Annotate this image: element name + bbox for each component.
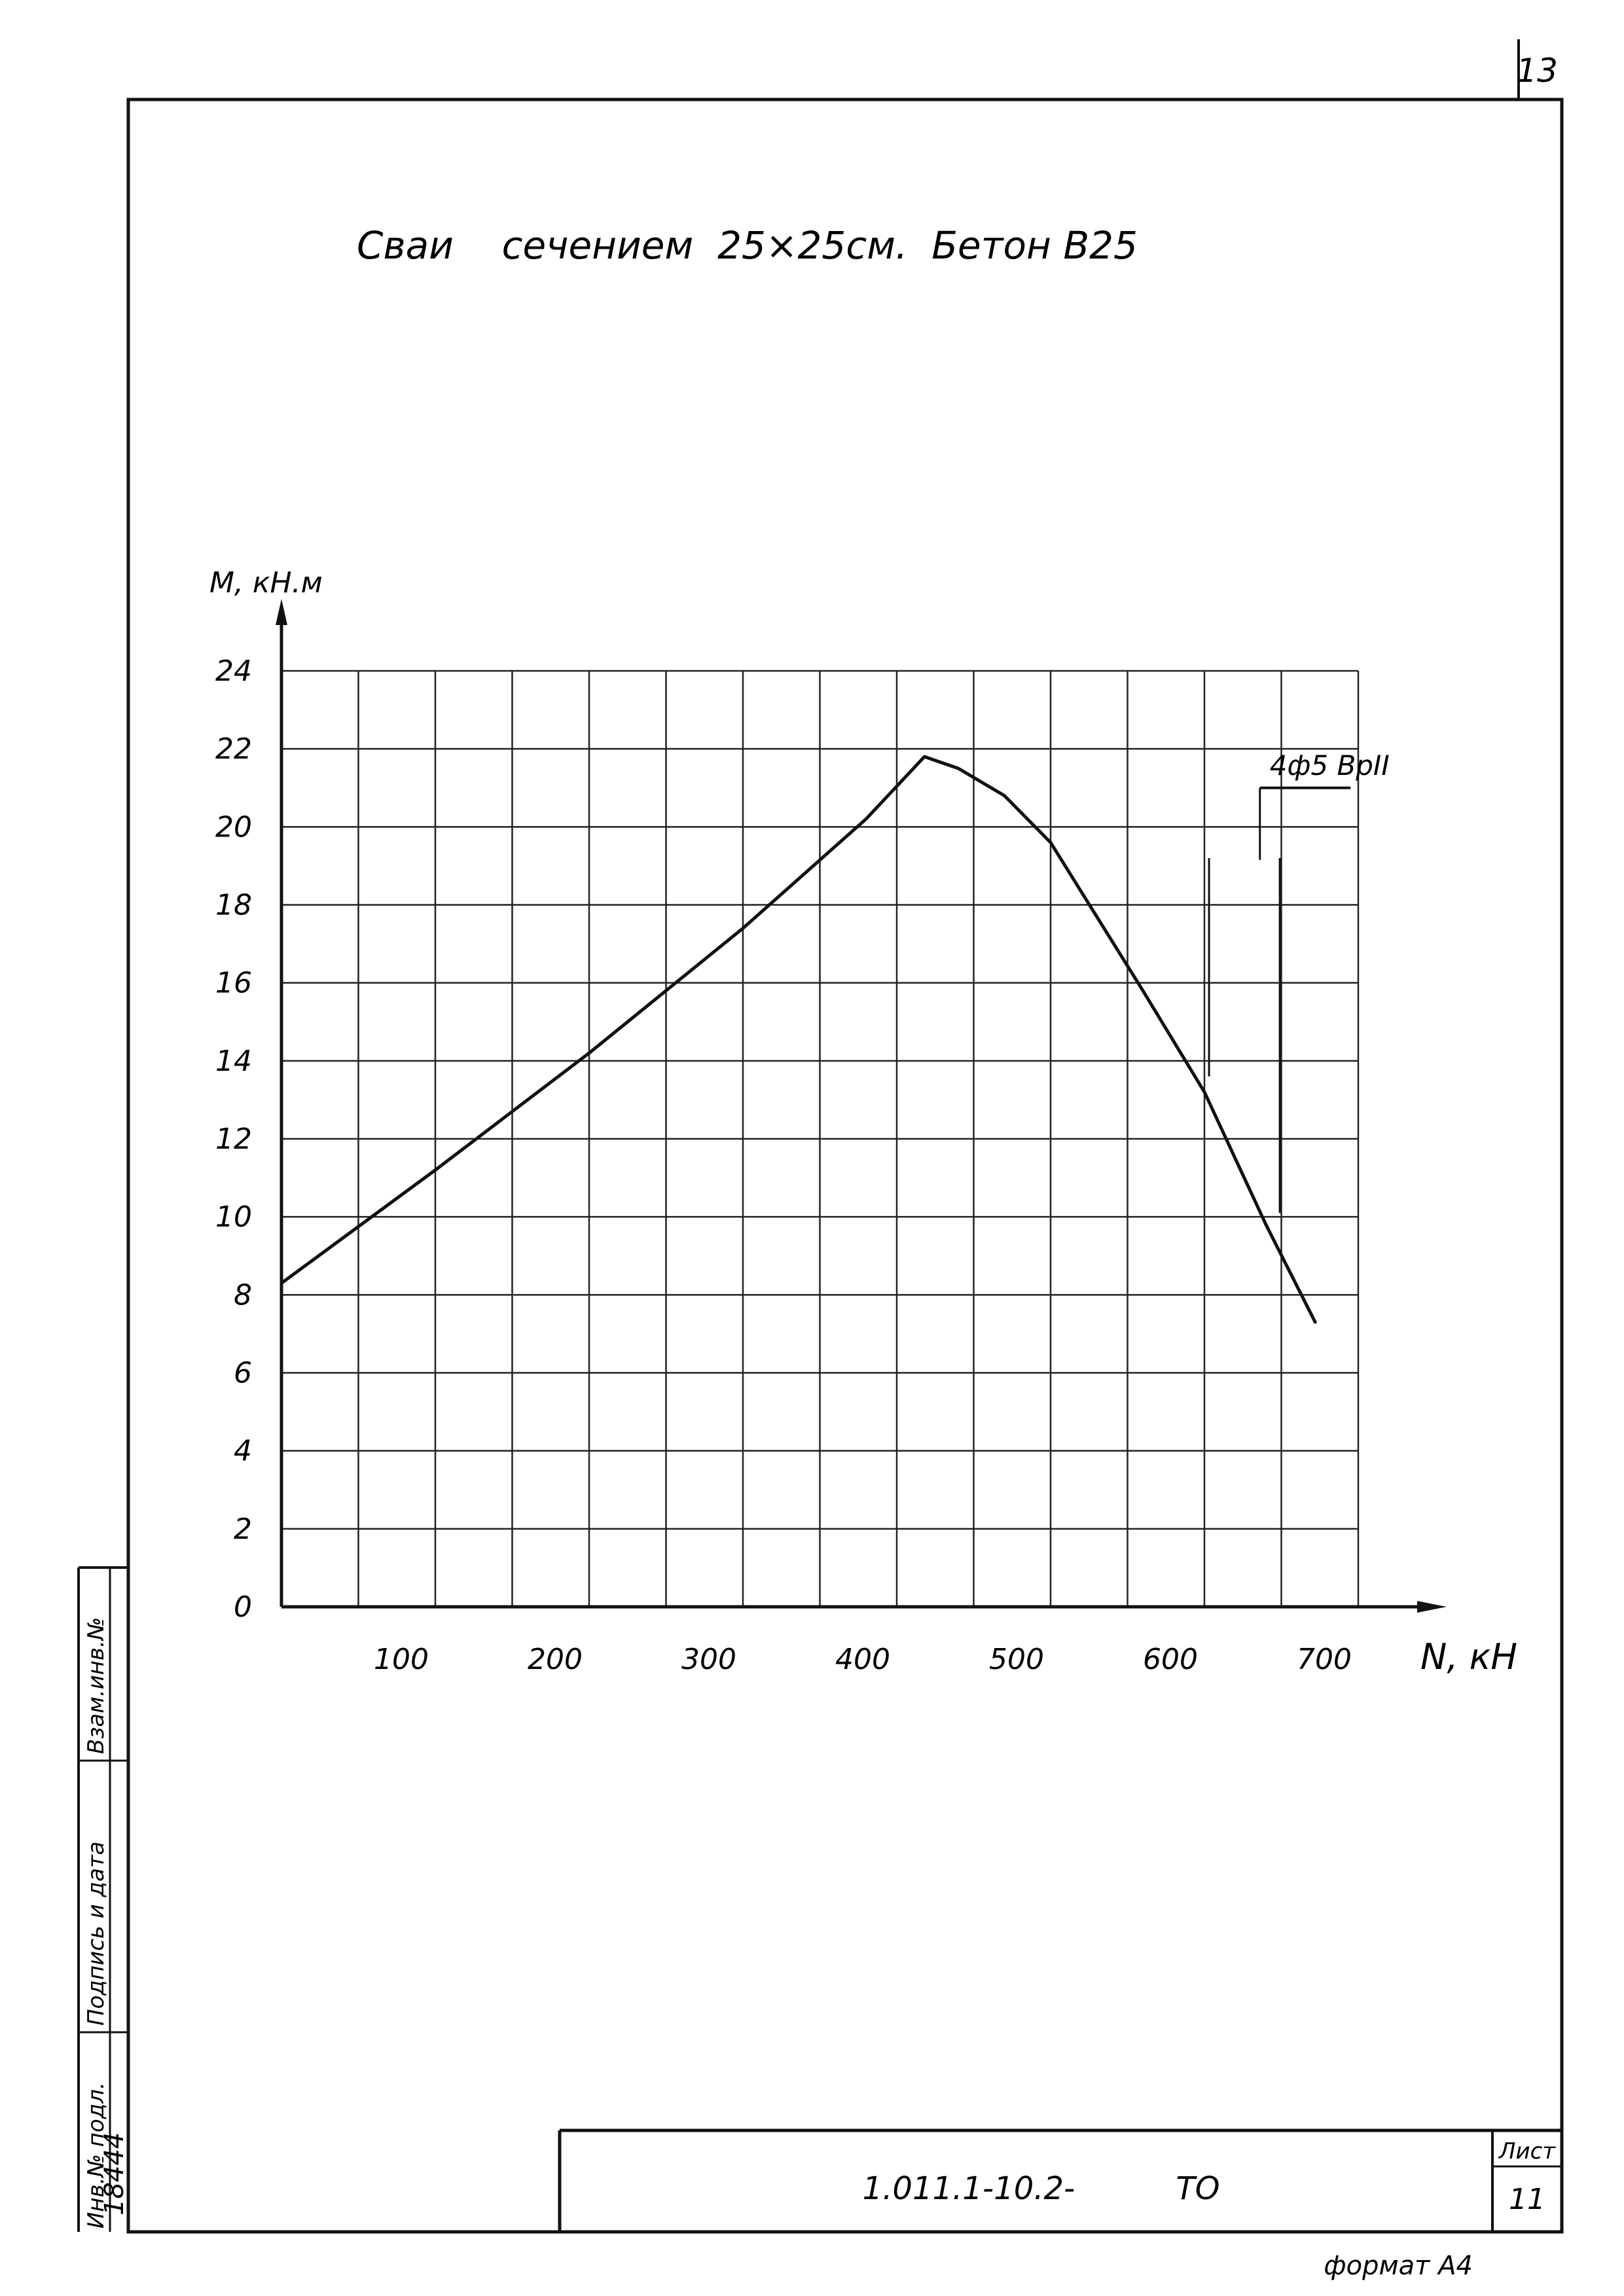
y-tick-label: 18 xyxy=(215,889,252,922)
chart-axes xyxy=(276,599,1447,1613)
y-tick-label: 24 xyxy=(215,655,252,688)
x-tick-label: 600 xyxy=(1143,1643,1198,1676)
chart-title: Сваи сечением 25×25см. Бетон В25 xyxy=(357,223,1138,268)
page-number: 13 xyxy=(1516,52,1558,90)
y-tick-label: 20 xyxy=(215,810,252,844)
x-tick-label: 100 xyxy=(374,1643,429,1676)
stamp-vzam-inv-label: Взам.инв.№ xyxy=(83,1617,109,1754)
series-line-0 xyxy=(280,755,1317,1324)
x-tick-label: 500 xyxy=(989,1643,1044,1676)
stamp-signature-date-label: Подпись и дата xyxy=(83,1841,109,2026)
x-tick-label: 700 xyxy=(1297,1643,1352,1676)
format-label: формат А4 xyxy=(1324,2251,1473,2281)
stamp-inv-podl-value: 18444 xyxy=(99,2132,130,2215)
side-stamp: Взам.инв.№ Подпись и дата Инв.№ подл. 18… xyxy=(77,1566,130,2232)
reinforcement-annotation: 4ф5 ВрII xyxy=(1208,749,1390,1213)
document-type: ТО xyxy=(1176,2170,1219,2207)
x-axis-arrow xyxy=(1417,1601,1447,1613)
x-tick-label: 200 xyxy=(528,1643,583,1676)
drawing-frame xyxy=(126,98,1564,2234)
annotation-label: 4ф5 ВрII xyxy=(1270,749,1390,781)
y-tick-label: 6 xyxy=(234,1357,252,1390)
y-tick-label: 10 xyxy=(215,1200,252,1234)
y-tick-label: 4 xyxy=(234,1435,252,1468)
chart-grid xyxy=(281,670,1360,1607)
y-tick-label: 22 xyxy=(215,732,252,766)
x-axis-label: N, кН xyxy=(1420,1636,1517,1677)
sheet-label: Лист xyxy=(1498,2138,1556,2164)
sheet-number: 11 xyxy=(1509,2183,1545,2216)
document-code: 1.011.1-10.2- xyxy=(863,2170,1075,2207)
y-axis-label: М, кН.м xyxy=(209,566,323,600)
x-tick-label: 300 xyxy=(681,1643,736,1676)
y-tick-label: 8 xyxy=(234,1278,252,1312)
y-tick-label: 14 xyxy=(215,1045,252,1078)
x-tick-label: 400 xyxy=(835,1643,890,1676)
series-group xyxy=(280,755,1317,1324)
stamp-inv-podl-label: Инв.№ подл. xyxy=(83,2082,109,2229)
y-tick-label: 0 xyxy=(234,1590,252,1624)
title-block: Лист 11 1.011.1-10.2- ТО xyxy=(558,2128,1562,2232)
y-tick-label: 12 xyxy=(215,1122,252,1156)
y-tick-label: 2 xyxy=(234,1513,252,1546)
y-tick-label: 16 xyxy=(215,967,252,1000)
y-axis-arrow xyxy=(276,599,287,625)
x-tick-labels: 100 200 300 400 500 600 700 xyxy=(374,1643,1352,1676)
